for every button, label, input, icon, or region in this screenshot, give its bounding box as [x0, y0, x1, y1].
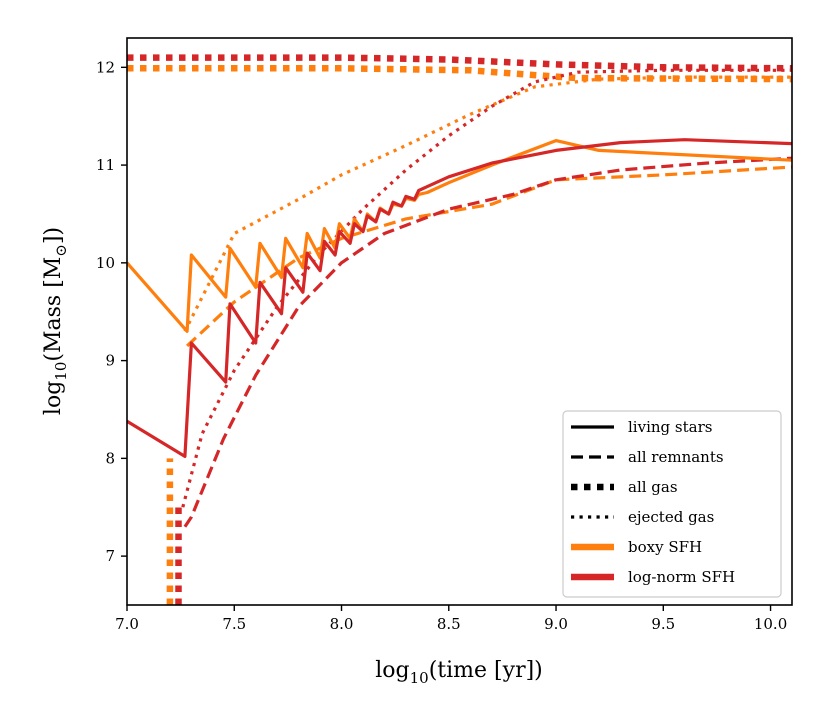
x-axis-title: log10(time [yr]): [375, 658, 543, 687]
legend-label-4: boxy SFH: [628, 538, 702, 556]
y-axis-title-sub: 10: [52, 362, 70, 381]
series-line-2: [127, 54, 792, 72]
series-line-6: [186, 165, 792, 348]
y-axis-title-sun: ⊙: [52, 244, 70, 257]
x-tick-label: 9.5: [651, 615, 675, 633]
y-tick-label: 12: [96, 58, 115, 76]
series-line-8: [127, 139, 792, 333]
y-axis-title-rest: (Mass [M: [41, 257, 66, 362]
x-axis-ticks: 7.0 7.5 8.0 8.5 9.0 9.5 10.0: [115, 605, 787, 633]
x-tick-label: 8.5: [437, 615, 461, 633]
plot-frame: [126, 37, 793, 606]
series-line-4: [183, 75, 792, 333]
x-tick-label: 7.5: [222, 615, 246, 633]
legend-items: living stars all remnants all gas ejected g…: [571, 418, 735, 586]
x-tick-label: 8.0: [330, 615, 354, 633]
series-line-7: [183, 156, 792, 528]
series-layer: [127, 54, 792, 605]
x-axis-title-rest: (time [yr]): [429, 658, 543, 683]
y-axis-title-end: ]): [41, 227, 66, 244]
legend: living stars all remnants all gas ejected g…: [562, 410, 782, 598]
legend-label-0: living stars: [628, 418, 712, 436]
y-axis-ticks: 7 8 9 10 11 12: [96, 58, 127, 565]
series-line-5: [181, 68, 792, 508]
y-tick-label: 10: [96, 254, 115, 272]
x-axis-title-main: log: [375, 658, 409, 683]
x-tick-label: 10.0: [754, 615, 787, 633]
legend-label-1: all remnants: [628, 448, 724, 466]
legend-box: [562, 410, 782, 598]
y-axis-title: log10(Mass [M⊙]): [41, 227, 70, 415]
y-tick-label: 8: [105, 449, 115, 467]
legend-label-5: log-norm SFH: [628, 568, 735, 586]
legend-label-2: all gas: [628, 478, 678, 496]
x-tick-label: 9.0: [544, 615, 568, 633]
legend-label-3: ejected gas: [628, 508, 714, 526]
y-axis-title-main: log: [41, 381, 66, 415]
x-axis-title-sub: 10: [410, 669, 429, 687]
x-tick-label: 7.0: [115, 615, 139, 633]
series-line-0: [127, 65, 792, 83]
y-tick-label: 7: [105, 547, 115, 565]
y-tick-label: 11: [96, 156, 115, 174]
y-tick-label: 9: [105, 352, 115, 370]
series-line-9: [127, 138, 792, 458]
